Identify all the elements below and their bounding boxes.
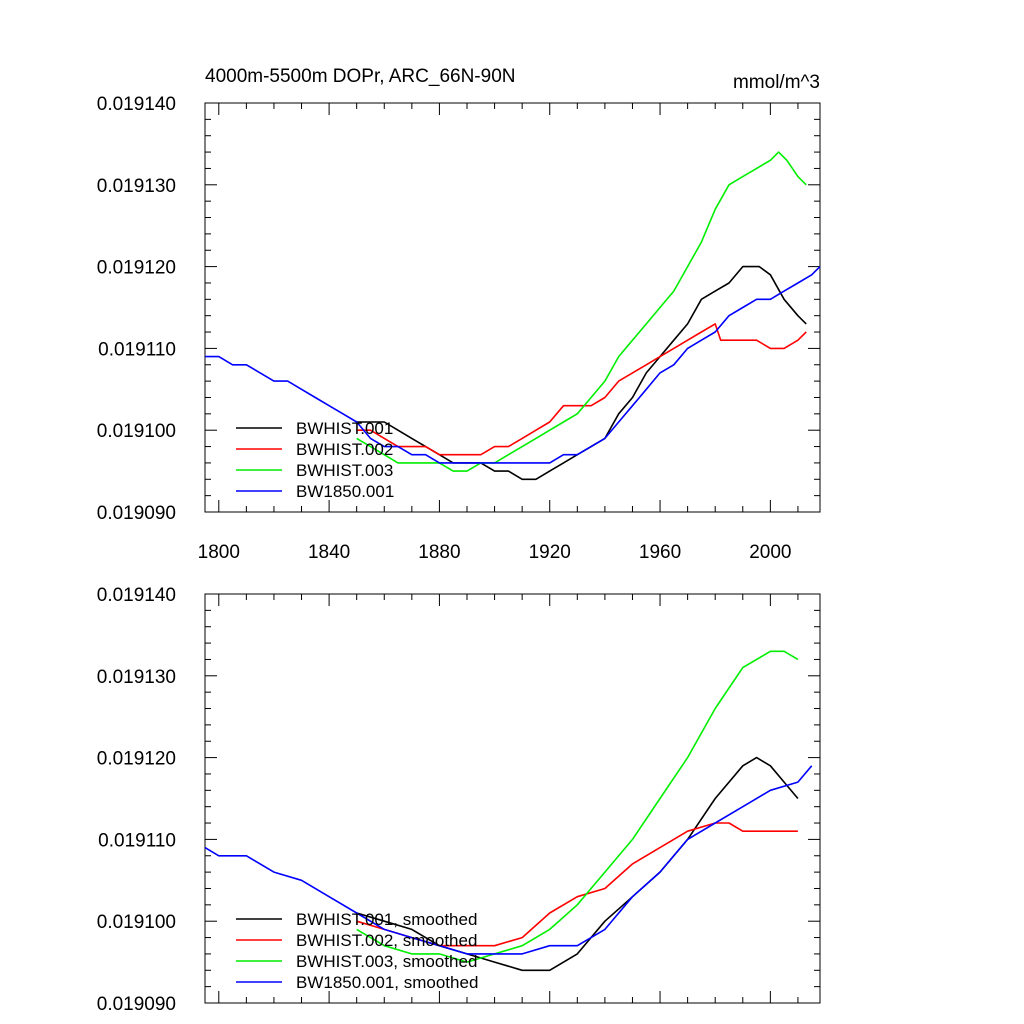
panel1-legend-label: BWHIST.002	[296, 440, 393, 459]
panel1-x-tick-label: 1880	[418, 542, 460, 563]
panel1-x-tick-label: 1840	[308, 542, 350, 563]
panel1-x-tick-label: 2000	[749, 542, 791, 563]
panel1-legend-label: BW1850.001	[296, 482, 394, 501]
panel2-y-tick-label: 0.019110	[98, 830, 176, 851]
panel1-series-line-2	[356, 323, 807, 456]
panel1-legend: BWHIST.001 BWHIST.002 BWHIST.003 BW1850.001	[236, 419, 394, 501]
panel1-x-tick-label: 1960	[639, 542, 681, 563]
panel1-y-tick-label: 0.019130	[97, 176, 176, 197]
panel2-legend-label: BWHIST.001, smoothed	[296, 910, 477, 929]
panel2-y-tick-label: 0.019090	[97, 994, 176, 1015]
panel2-y-tick-label: 0.019130	[97, 667, 176, 688]
panel2-plot: 0.019090 0.019100 0.019110 0.019120 0.019130…	[97, 585, 821, 1015]
panel2-legend-label: BWHIST.002, smoothed	[296, 931, 477, 950]
panel2-y-ticks	[205, 593, 820, 1004]
panel1-x-tick-label: 1920	[529, 542, 571, 563]
panel1-y-tick-label: 0.019100	[97, 421, 176, 442]
panel1-legend-label: BWHIST.001	[296, 419, 393, 438]
panel1-series-line-3	[356, 151, 807, 472]
panel1-title: 4000m-5500m DOPr, ARC_66N-90N	[205, 66, 515, 87]
panel2-y-tick-label: 0.019140	[97, 585, 176, 606]
panel1-units: mmol/m^3	[733, 72, 820, 93]
panel2-frame	[204, 593, 821, 1004]
panel2-y-tick-label: 0.019120	[97, 749, 176, 770]
panel2-y-tick-label: 0.019100	[97, 912, 176, 933]
panel1-y-tick-label: 0.019120	[97, 258, 176, 279]
panel1-x-tick-label: 1800	[198, 542, 240, 563]
panel2-legend-label: BWHIST.003, smoothed	[296, 952, 477, 971]
panel1-frame	[204, 102, 821, 513]
panel1-y-tick-label: 0.019110	[98, 339, 176, 360]
panel1-y-tick-label: 0.019090	[97, 503, 176, 524]
panel1-y-tick-label: 0.019140	[97, 94, 176, 115]
panel2-series-line-2	[356, 822, 798, 947]
panel2-x-ticks	[218, 594, 799, 1003]
panel2-series-line-3	[356, 650, 799, 963]
panel1-series-line-4	[205, 266, 821, 464]
panel1-legend-label: BWHIST.003	[296, 461, 393, 480]
panel2-legend-label: BW1850.001, smoothed	[296, 973, 478, 992]
panel2-legend: BWHIST.001, smoothed BWHIST.002, smoothed…	[236, 910, 478, 992]
panel1-x-ticks	[218, 103, 799, 512]
panel1-y-ticks	[205, 102, 820, 513]
panel2-series-line-4	[204, 765, 813, 955]
panel1-plot: 1800 1840 1880 1920 1960 2000 0.019090 0.019100…	[97, 94, 821, 563]
